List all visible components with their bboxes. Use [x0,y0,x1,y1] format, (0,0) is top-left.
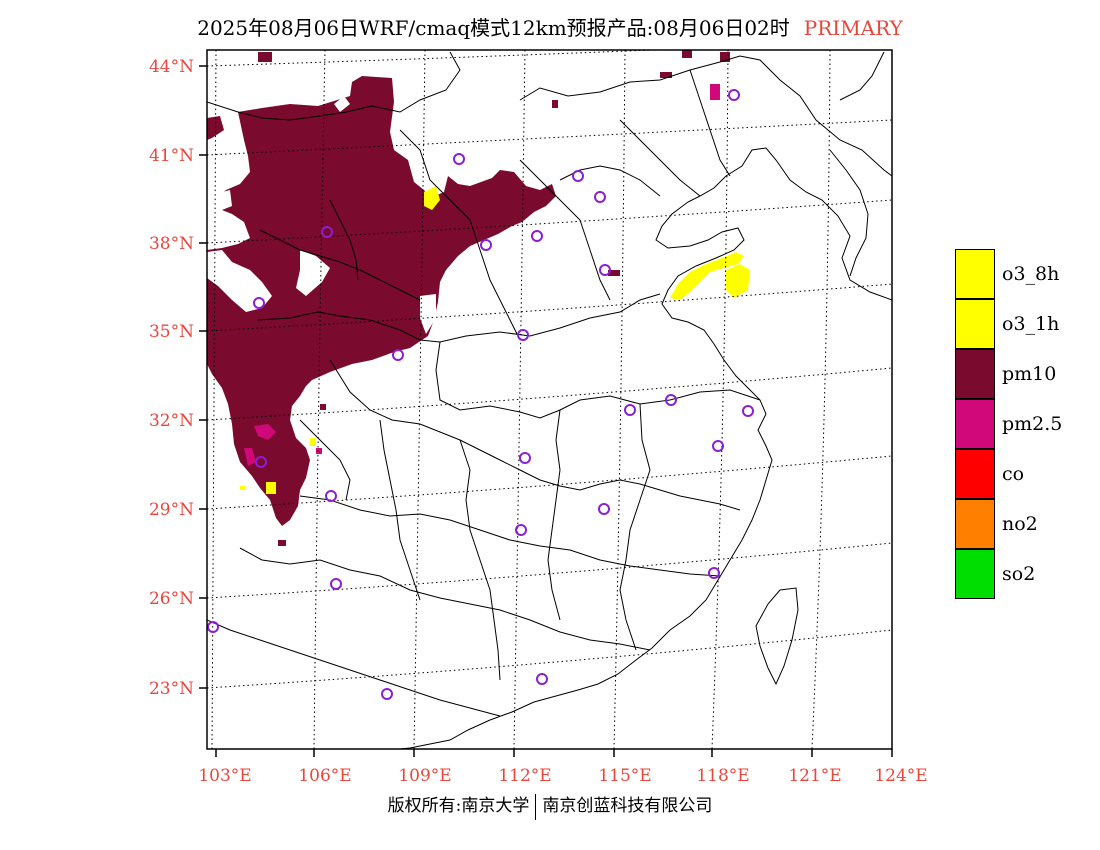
lat-label: 44°N [149,57,194,77]
legend-swatch [955,499,995,549]
copyright-right: 南京创蓝科技有限公司 [542,796,713,816]
legend-label: pm2.5 [1002,413,1063,435]
pm10-region [207,50,730,546]
legend-label: o3_1h [1002,313,1060,335]
lon-label: 103°E [198,766,251,786]
graticule [207,50,892,749]
lat-label: 23°N [149,679,194,699]
o3-region [240,186,750,494]
lon-label: 106°E [298,766,351,786]
legend-swatch [955,549,995,599]
legend-swatch [955,299,995,349]
pm10-gaps [207,96,436,334]
lon-label: 121°E [788,766,841,786]
plot-frame [206,49,893,750]
lat-ticks [199,65,207,689]
boundary-lines [207,51,892,749]
legend-label: pm10 [1002,363,1057,385]
lon-label: 112°E [498,766,551,786]
lat-label: 41°N [149,146,194,166]
lon-label: 124°E [874,766,927,786]
product-label: PRIMARY [803,16,903,40]
monitoring-stations [207,89,754,700]
pm25-region [244,84,720,466]
legend-swatch [955,399,995,449]
lon-label: 115°E [598,766,651,786]
lat-label: 38°N [149,234,194,254]
lat-label: 29°N [149,500,194,520]
legend-swatch [955,349,995,399]
copyright-footer: 版权所有:南京大学 南京创蓝科技有限公司 [0,791,1100,820]
legend-label: so2 [1002,563,1036,585]
legend-swatch [955,249,995,299]
lon-ticks [215,749,893,757]
legend-label: o3_8h [1002,263,1060,285]
footer-divider [535,793,537,820]
legend-label: no2 [1002,513,1038,535]
map-title: 2025年08月06日WRF/cmaq模式12km预报产品:08月06日02时 P… [0,12,1100,41]
lon-label: 109°E [398,766,451,786]
lat-label: 32°N [149,411,194,431]
copyright-left: 版权所有:南京大学 [387,796,530,816]
lat-label: 35°N [149,322,194,342]
title-text: 2025年08月06日WRF/cmaq模式12km预报产品:08月06日02时 [197,16,790,40]
lon-label: 118°E [696,766,749,786]
lat-label: 26°N [149,589,194,609]
legend-swatch [955,449,995,499]
legend-label: co [1002,463,1025,485]
